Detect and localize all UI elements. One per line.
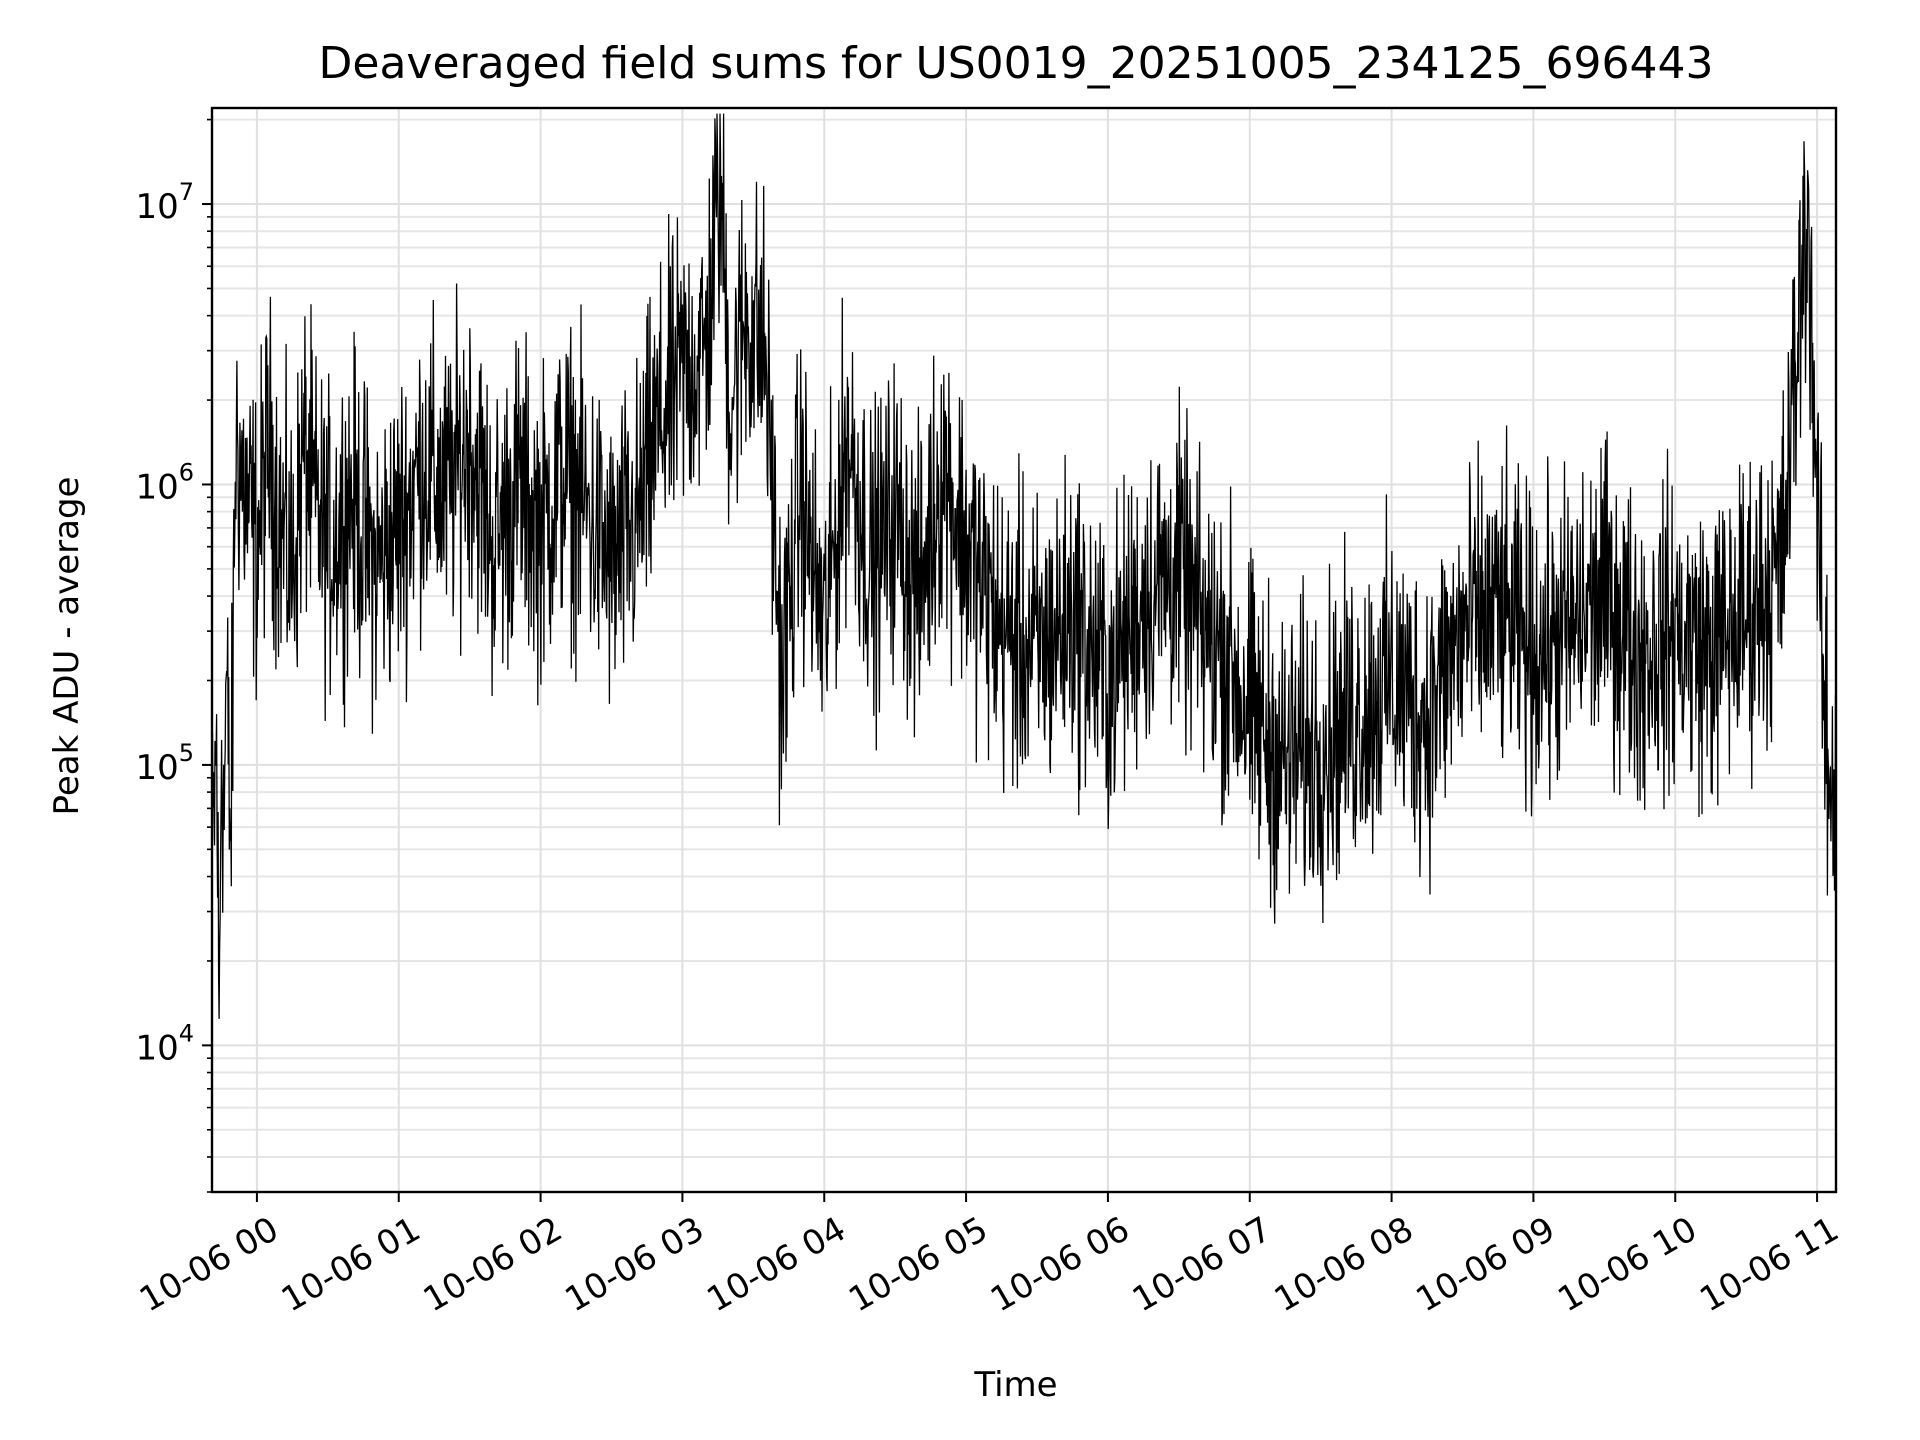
chart-title: Deaveraged field sums for US0019_2025100… xyxy=(319,38,1714,89)
y-axis: 104 105 106 107 xyxy=(135,118,212,1193)
y-tick-label: 106 xyxy=(135,458,194,507)
x-axis-label: Time xyxy=(973,1365,1057,1405)
y-axis-label: Peak ADU - average xyxy=(47,477,87,816)
y-tick-label: 104 xyxy=(135,1019,194,1068)
plot-frame xyxy=(210,106,1838,1194)
series-line xyxy=(211,113,1837,1019)
y-tick-label: 107 xyxy=(135,178,194,227)
y-tick-label: 105 xyxy=(135,739,194,788)
